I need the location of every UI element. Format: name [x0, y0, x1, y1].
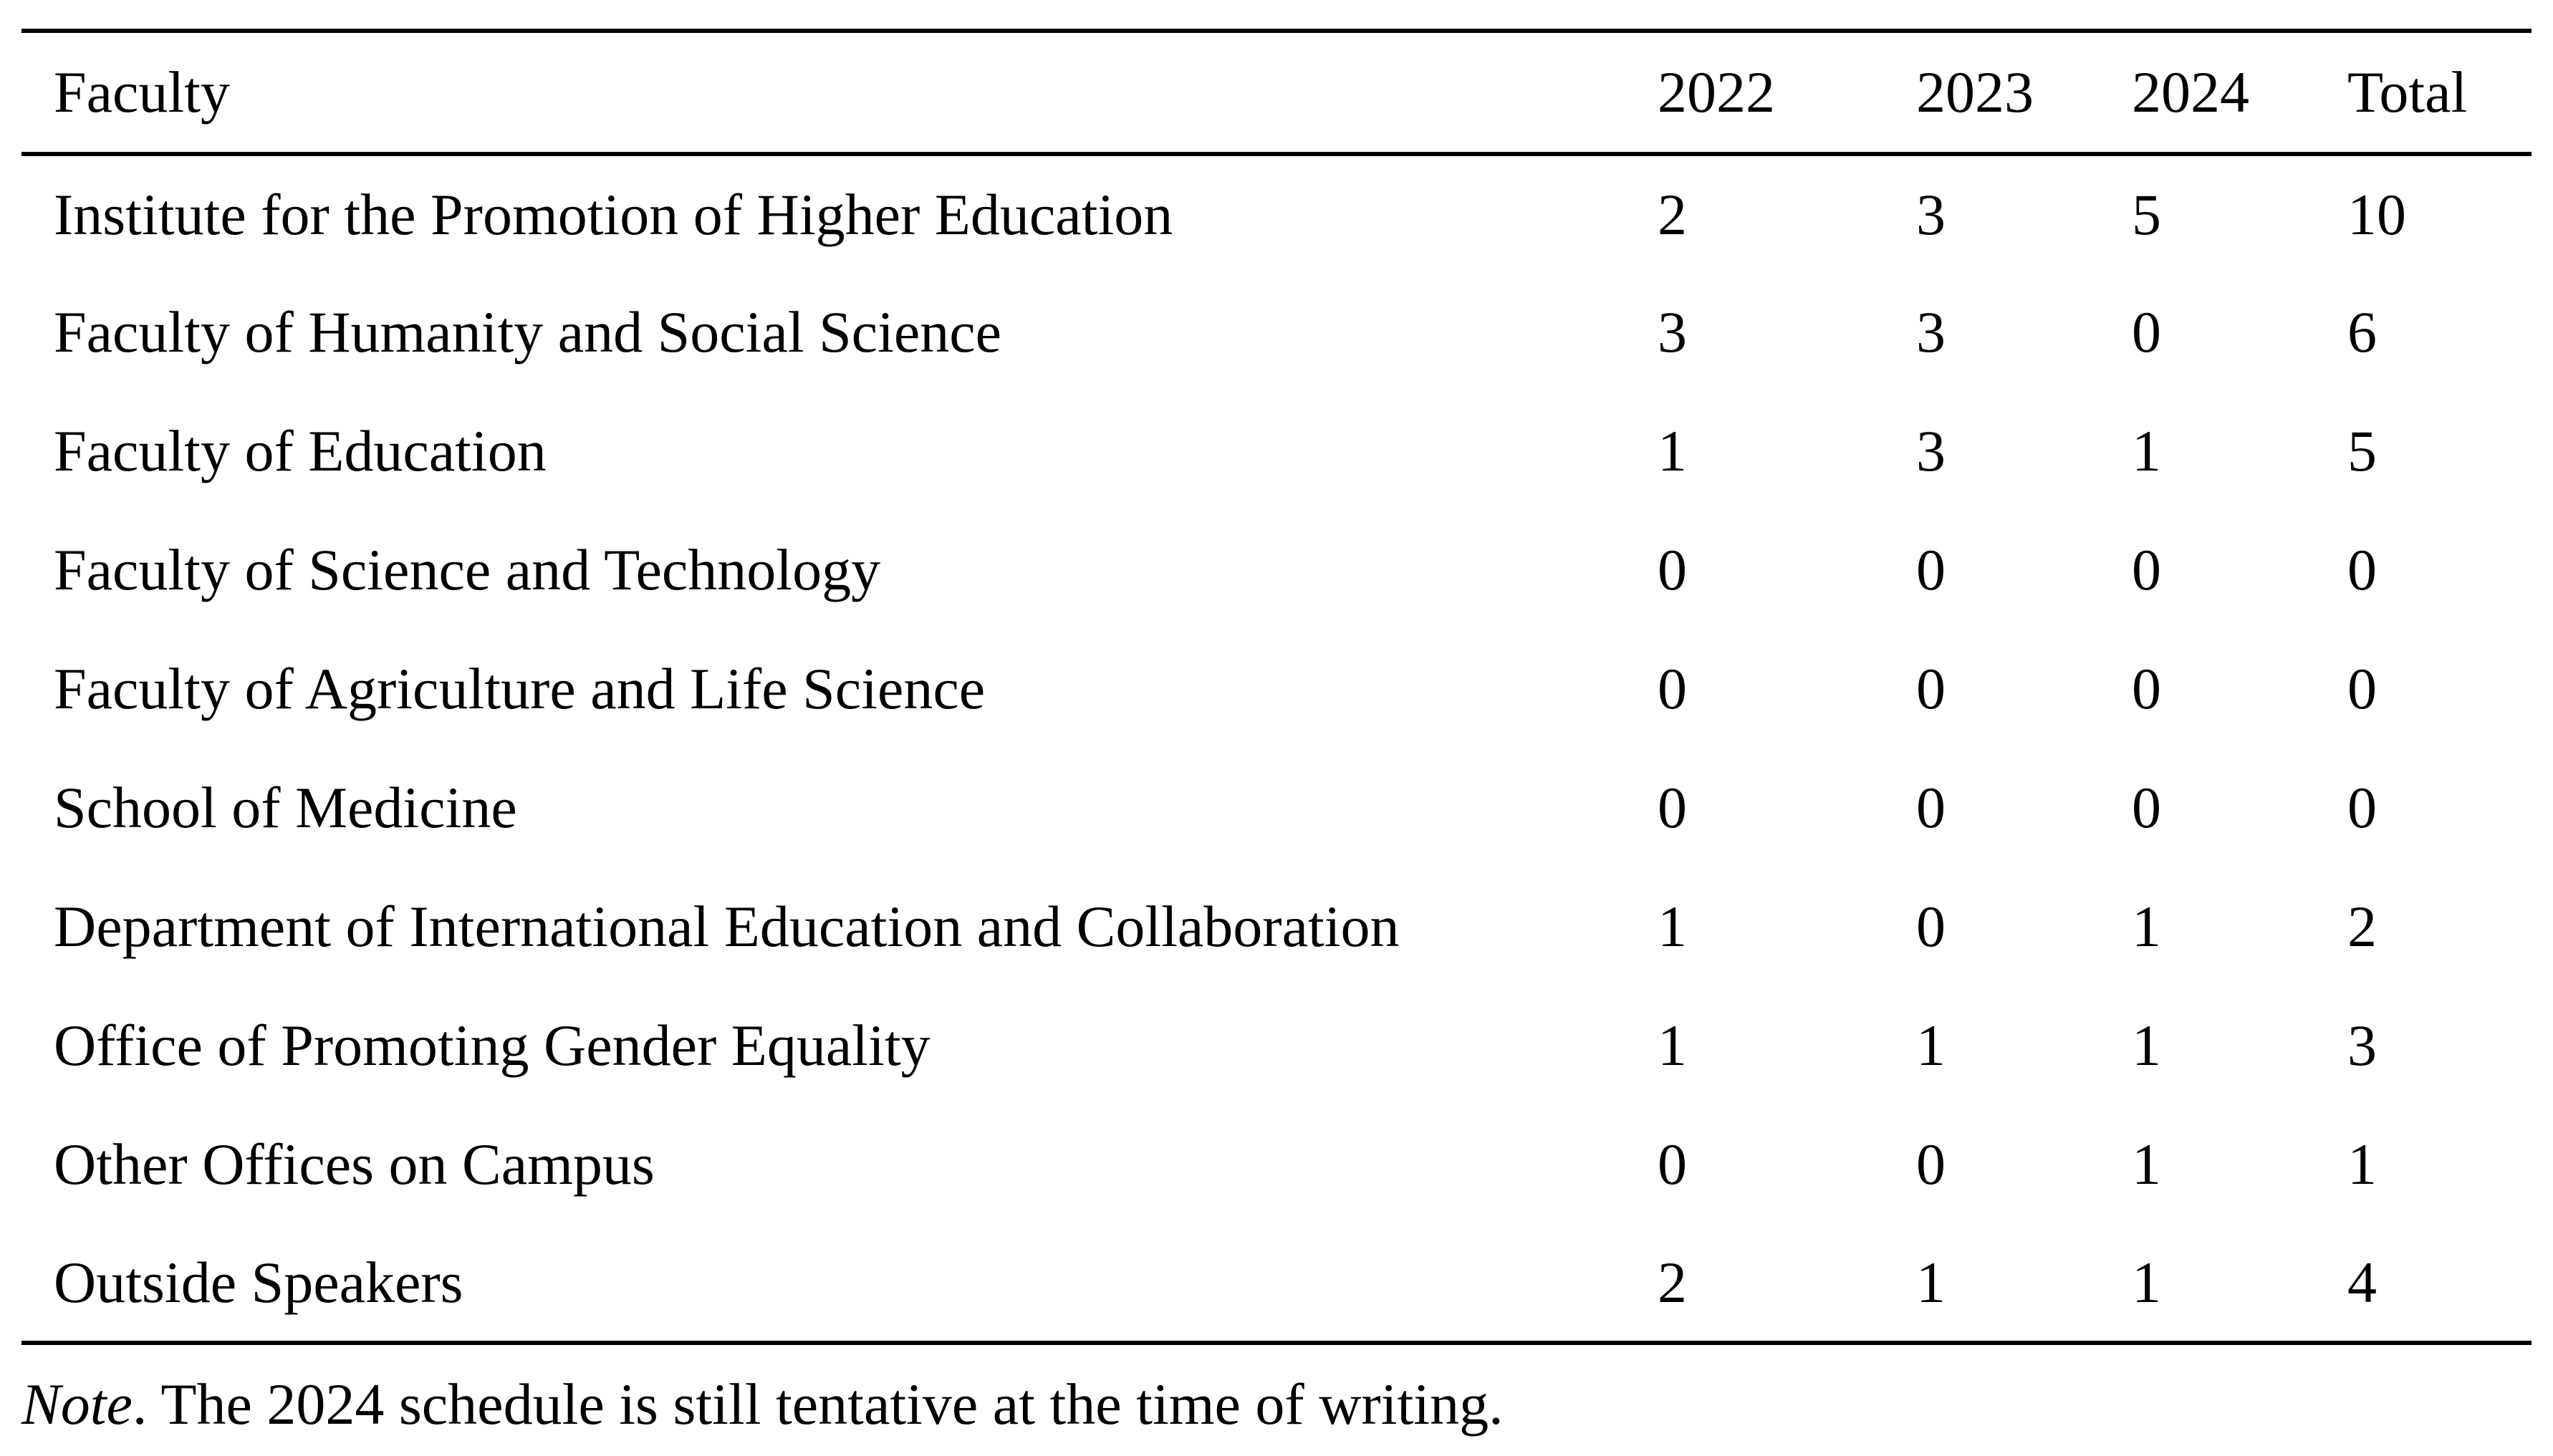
cell-total: 5: [2347, 418, 2377, 483]
column-header-2022: 2022: [1625, 31, 1884, 156]
row-label: Outside Speakers: [54, 1249, 463, 1315]
cell-2023: 0: [1916, 775, 1946, 840]
cell-2024: 0: [2132, 775, 2161, 840]
column-header-2023: 2023: [1884, 31, 2100, 156]
cell-2022: 1: [1658, 1013, 1687, 1078]
header-row: Faculty 2022 2023 2024 Total: [21, 31, 2532, 156]
note-text: . The 2024 schedule is still tentative a…: [132, 1371, 1504, 1437]
cell-total: 0: [2347, 775, 2377, 840]
row-label: Other Offices on Campus: [54, 1132, 655, 1197]
cell-2023: 1: [1916, 1013, 1946, 1078]
table-row: Faculty of Education 1 3 1 5: [21, 392, 2532, 511]
cell-2022: 0: [1658, 656, 1687, 721]
table-row: Office of Promoting Gender Equality 1 1 …: [21, 986, 2532, 1105]
cell-total: 3: [2347, 1013, 2377, 1078]
cell-2022: 2: [1658, 181, 1687, 247]
cell-2024: 1: [2132, 418, 2161, 483]
cell-2024: 0: [2132, 537, 2161, 602]
cell-total: 0: [2347, 656, 2377, 721]
cell-2024: 1: [2132, 894, 2161, 959]
row-label: Institute for the Promotion of Higher Ed…: [54, 181, 1173, 247]
note-label: Note: [21, 1371, 133, 1437]
cell-2023: 3: [1916, 181, 1946, 247]
table-row: Department of International Education an…: [21, 867, 2532, 986]
cell-2023: 0: [1916, 537, 1946, 602]
cell-2023: 3: [1916, 418, 1946, 483]
cell-2022: 2: [1658, 1249, 1687, 1315]
cell-2023: 0: [1916, 1132, 1946, 1197]
cell-2024: 0: [2132, 299, 2161, 365]
table-row: School of Medicine 0 0 0 0: [21, 748, 2532, 867]
cell-2023: 0: [1916, 894, 1946, 959]
column-header-total: Total: [2315, 31, 2532, 156]
cell-total: 2: [2347, 894, 2377, 959]
cell-2023: 1: [1916, 1249, 1946, 1315]
cell-2022: 0: [1658, 537, 1687, 602]
cell-total: 4: [2347, 1249, 2377, 1315]
table-row: Institute for the Promotion of Higher Ed…: [21, 154, 2532, 273]
cell-2024: 1: [2132, 1013, 2161, 1078]
cell-2024: 1: [2132, 1249, 2161, 1315]
column-header-2024: 2024: [2100, 31, 2315, 156]
row-label: Office of Promoting Gender Equality: [54, 1013, 931, 1078]
cell-total: 6: [2347, 299, 2377, 365]
table-row: Faculty of Science and Technology 0 0 0 …: [21, 511, 2532, 630]
table-row: Outside Speakers 2 1 1 4: [21, 1224, 2532, 1343]
table-row: Faculty of Humanity and Social Science 3…: [21, 273, 2532, 392]
table-note: Note. The 2024 schedule is still tentati…: [21, 1369, 1504, 1440]
cell-2022: 3: [1658, 299, 1687, 365]
cell-2024: 1: [2132, 1132, 2161, 1197]
cell-total: 1: [2347, 1132, 2377, 1197]
cell-total: 10: [2347, 181, 2406, 247]
table-row: Other Offices on Campus 0 0 1 1: [21, 1105, 2532, 1224]
cell-2024: 0: [2132, 656, 2161, 721]
row-label: Department of International Education an…: [54, 894, 1400, 959]
faculty-speakers-table: Faculty 2022 2023 2024 Total Institute f…: [21, 29, 2532, 1345]
cell-2024: 5: [2132, 181, 2161, 247]
cell-2022: 0: [1658, 775, 1687, 840]
table-row: Faculty of Agriculture and Life Science …: [21, 630, 2532, 748]
column-header-faculty: Faculty: [21, 31, 1625, 156]
row-label: School of Medicine: [54, 775, 517, 840]
cell-total: 0: [2347, 537, 2377, 602]
cell-2022: 1: [1658, 418, 1687, 483]
row-label: Faculty of Agriculture and Life Science: [54, 656, 986, 721]
cell-2023: 0: [1916, 656, 1946, 721]
row-label: Faculty of Humanity and Social Science: [54, 299, 1002, 365]
cell-2023: 3: [1916, 299, 1946, 365]
row-label: Faculty of Education: [54, 418, 547, 483]
cell-2022: 0: [1658, 1132, 1687, 1197]
row-label: Faculty of Science and Technology: [54, 537, 881, 602]
cell-2022: 1: [1658, 894, 1687, 959]
